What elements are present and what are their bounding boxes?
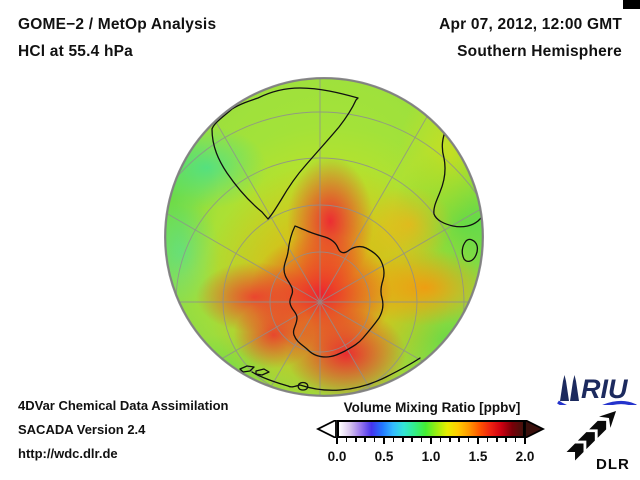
colorbar-legend: Volume Mixing Ratio [ppbv] 0.0 0.5 1.0 1.5 2… <box>316 399 548 474</box>
colorbar-tick-label: 0.0 <box>327 449 347 464</box>
colorbar-gradient <box>337 420 525 438</box>
colorbar-tick <box>336 438 338 444</box>
page-title: GOME−2 / MetOp Analysis <box>18 16 217 33</box>
footer-url: http://wdc.dlr.de <box>18 446 118 461</box>
riu-wave-icon <box>557 400 637 405</box>
dlr-arrow-icon <box>566 410 617 461</box>
colorbar-tick <box>505 438 507 442</box>
colorbar-title: Volume Mixing Ratio [ppbv] <box>343 400 521 415</box>
colorbar-tick <box>402 438 404 442</box>
colorbar-tick <box>430 438 432 444</box>
colorbar-tick <box>373 438 376 442</box>
colorbar-tick <box>458 438 460 442</box>
dlr-logo-text: DLR <box>596 456 630 473</box>
colorbar-tick <box>355 438 357 442</box>
colorbar-tick <box>420 438 423 442</box>
header-region: Southern Hemisphere <box>457 43 622 60</box>
cathedral-icon <box>560 375 579 401</box>
colorbar-tick <box>449 438 451 442</box>
colorbar-tick <box>496 438 498 442</box>
colorbar-tick <box>383 438 385 444</box>
colorbar-tick-label: 2.0 <box>515 449 535 464</box>
colorbar-right-arrow <box>524 420 545 438</box>
colorbar-tick <box>392 438 395 442</box>
dlr-logo: DLR <box>566 410 630 473</box>
riu-logo-text: RIU <box>581 374 629 404</box>
riu-logo: RIU <box>557 374 637 405</box>
colorbar-tick-label: 1.5 <box>468 449 488 464</box>
colorbar-tick <box>345 438 348 442</box>
colorbar-tick <box>524 438 526 444</box>
colorbar-tick-label: 0.5 <box>374 449 394 464</box>
colorbar-tick <box>486 438 489 442</box>
footer-version: SACADA Version 2.4 <box>18 422 146 437</box>
colorbar-tick <box>439 438 442 442</box>
corner-mark <box>623 0 640 9</box>
colorbar-tick <box>411 438 413 442</box>
colorbar-tick <box>364 438 366 442</box>
footer-assimilation: 4DVar Chemical Data Assimilation <box>18 398 229 413</box>
colorbar-tick-label: 1.0 <box>421 449 441 464</box>
header-datetime: Apr 07, 2012, 12:00 GMT <box>439 16 622 33</box>
colorbar-tick <box>477 438 479 444</box>
colorbar-tick <box>514 438 517 442</box>
colorbar-tick <box>467 438 470 442</box>
page-subtitle: HCl at 55.4 hPa <box>18 43 133 60</box>
colorbar-left-arrow <box>316 420 337 438</box>
hemisphere-heatmap-globe <box>164 77 484 397</box>
